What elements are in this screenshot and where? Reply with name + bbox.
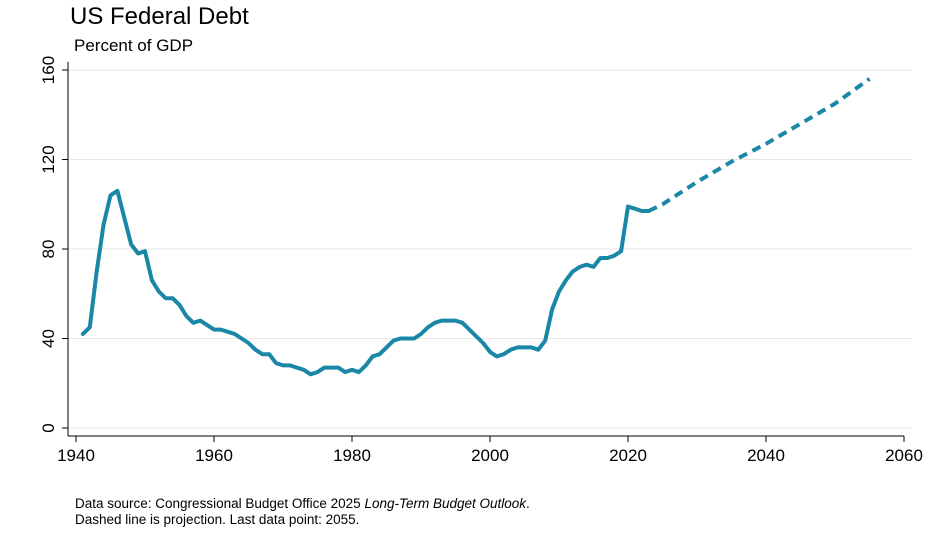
- x-tick-label-2020: 2020: [609, 446, 647, 465]
- x-tick-label-1960: 1960: [195, 446, 233, 465]
- y-tick-label-0: 0: [39, 423, 58, 432]
- x-tick-label-1980: 1980: [333, 446, 371, 465]
- y-tick-label-160: 160: [39, 56, 58, 84]
- y-axis-ticks: 0 40 80 120 160: [39, 56, 68, 433]
- chart-title: US Federal Debt: [70, 3, 249, 30]
- source-note: Data source: Congressional Budget Office…: [75, 496, 530, 512]
- source-note-suffix: .: [526, 496, 530, 511]
- x-tick-label-2040: 2040: [747, 446, 785, 465]
- x-tick-label-1940: 1940: [57, 446, 95, 465]
- series-line-historical: [80, 188, 651, 377]
- y-tick-label-80: 80: [39, 240, 58, 259]
- source-note-title: Long-Term Budget Outlook: [364, 496, 527, 511]
- x-axis-ticks: 1940 1960 1980 2000 2020 2040 2060: [57, 436, 923, 465]
- x-tick-label-2060: 2060: [885, 446, 923, 465]
- series-layer: [80, 77, 871, 377]
- y-tick-label-40: 40: [39, 329, 58, 348]
- source-note-prefix: Data source: Congressional Budget Office…: [75, 496, 365, 511]
- y-tick-label-120: 120: [39, 145, 58, 173]
- chart-subtitle: Percent of GDP: [74, 36, 193, 55]
- x-tick-label-2000: 2000: [471, 446, 509, 465]
- gridlines: [68, 69, 912, 429]
- projection-note: Dashed line is projection. Last data poi…: [75, 512, 360, 527]
- series-line-projection: [647, 77, 871, 213]
